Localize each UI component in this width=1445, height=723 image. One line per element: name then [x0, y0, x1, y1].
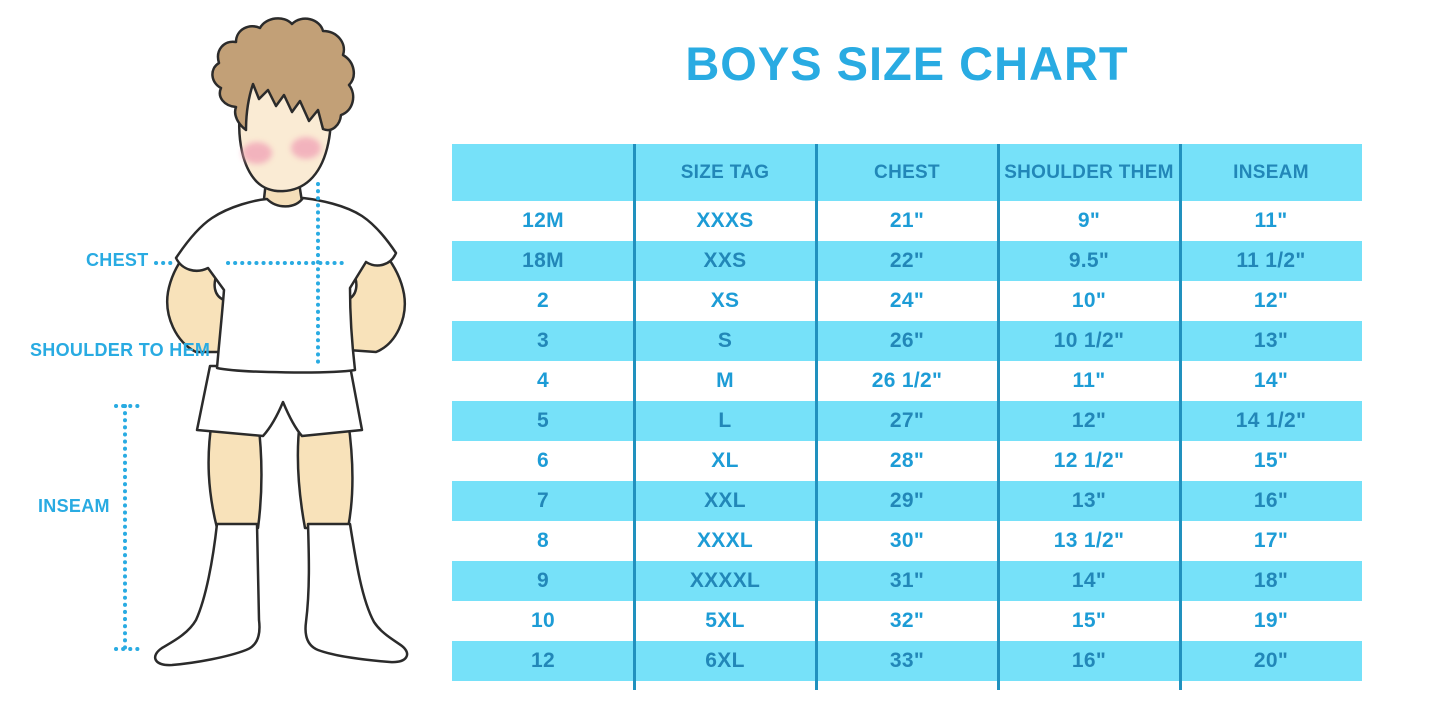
table-cell: 6: [537, 449, 549, 472]
table-cell: 10: [531, 609, 555, 632]
boy-blush-right: [291, 137, 321, 159]
table-cell: 12M: [522, 209, 564, 232]
table-row: 6 XL 28" 12 1/2" 15": [452, 441, 1362, 481]
table-cell: 13 1/2": [1053, 529, 1125, 552]
table-cell: 18": [1253, 569, 1289, 592]
table-cell: 26 1/2": [871, 369, 943, 392]
table-row: 12 6XL 33" 16" 20": [452, 641, 1362, 681]
boy-sock-left: [153, 522, 261, 667]
table-cell: 15": [1071, 609, 1107, 632]
header-cell: CHEST: [874, 161, 940, 183]
table-cell: 28": [889, 449, 925, 472]
table-cell: 22": [889, 249, 925, 272]
table-cell: 5XL: [705, 609, 745, 632]
table-cell: 12: [531, 649, 555, 672]
table-cell: 2: [537, 289, 549, 312]
header-cell: INSEAM: [1233, 161, 1309, 183]
table-cell: 14 1/2": [1235, 409, 1307, 432]
table-row: 10 5XL 32" 15" 19": [452, 601, 1362, 641]
table-cell: 4: [537, 369, 549, 392]
table-cell: 12": [1253, 289, 1289, 312]
table-row: 9 XXXXL 31" 14" 18": [452, 561, 1362, 601]
table-cell: M: [716, 369, 734, 392]
table-cell: XXXS: [696, 209, 754, 232]
chest-label: CHEST: [86, 250, 149, 270]
table-cell: 24": [889, 289, 925, 312]
table-cell: 16": [1071, 649, 1107, 672]
table-cell: 15": [1253, 449, 1289, 472]
header-cell: SIZE TAG: [680, 161, 770, 183]
table-cell: 11 1/2": [1236, 249, 1306, 272]
table-row: 5 L 27" 12" 14 1/2": [452, 401, 1362, 441]
table-cell: XXXL: [696, 529, 754, 552]
table-row: 7 XXL 29" 13" 16": [452, 481, 1362, 521]
column-divider: [997, 144, 1000, 690]
table-cell: 27": [889, 409, 925, 432]
column-divider: [1179, 144, 1182, 690]
column-divider: [633, 144, 636, 690]
table-cell: XXS: [703, 249, 747, 272]
table-cell: 10": [1071, 289, 1107, 312]
table-cell: XL: [711, 449, 739, 472]
table-cell: 9": [1077, 209, 1101, 232]
table-row: 4 M 26 1/2" 11" 14": [452, 361, 1362, 401]
table-cell: 6XL: [705, 649, 745, 672]
table-cell: 18M: [522, 249, 564, 272]
table-cell: 13": [1253, 329, 1289, 352]
inseam-label: INSEAM: [38, 496, 110, 516]
table-cell: 5: [537, 409, 549, 432]
size-table: SIZE TAG CHEST SHOULDER THEM INSEAM 12M XXXS…: [452, 144, 1362, 681]
table-cell: 16": [1253, 489, 1289, 512]
table-cell: 9: [537, 569, 549, 592]
boy-shirt: [174, 196, 398, 374]
table-cell: 30": [889, 529, 925, 552]
table-cell: 14": [1253, 369, 1289, 392]
header-cell: SHOULDER THEM: [1004, 161, 1174, 183]
table-cell: 32": [889, 609, 925, 632]
table-cell: 31": [889, 569, 925, 592]
table-cell: S: [717, 329, 733, 352]
table-cell: 3: [537, 329, 549, 352]
table-row: 3 S 26" 10 1/2" 13": [452, 321, 1362, 361]
table-cell: XXL: [704, 489, 746, 512]
table-cell: 13": [1071, 489, 1107, 512]
table-cell: 20": [1253, 649, 1289, 672]
table-cell: 11": [1072, 369, 1106, 392]
table-cell: 19": [1253, 609, 1289, 632]
table-cell: 14": [1071, 569, 1107, 592]
shoulder-to-hem-label: SHOULDER TO HEM: [30, 340, 211, 360]
column-divider: [815, 144, 818, 690]
table-cell: L: [718, 409, 732, 432]
boy-illustration: [114, 17, 409, 667]
table-cell: 12 1/2": [1053, 449, 1125, 472]
table-cell: 10 1/2": [1053, 329, 1125, 352]
table-cell: 12": [1071, 409, 1107, 432]
table-header-row: SIZE TAG CHEST SHOULDER THEM INSEAM: [452, 144, 1362, 201]
table-cell: 21": [889, 209, 925, 232]
table-cell: 7: [537, 489, 549, 512]
boy-blush-left: [242, 142, 272, 164]
table-row: 18M XXS 22" 9.5" 11 1/2": [452, 241, 1362, 281]
table-cell: XS: [710, 289, 740, 312]
table-cell: 8: [537, 529, 549, 552]
table-row: 8 XXXL 30" 13 1/2" 17": [452, 521, 1362, 561]
table-cell: 33": [889, 649, 925, 672]
size-table-body: 12M XXXS 21" 9" 11" 18M XXS 22" 9.5" 11 1/2" 2 XS 24…: [452, 201, 1362, 681]
table-cell: 9.5": [1068, 249, 1110, 272]
boy-sock-right: [304, 522, 409, 664]
page-title: BOYS SIZE CHART: [685, 37, 1129, 90]
table-cell: 29": [889, 489, 925, 512]
table-row: 12M XXXS 21" 9" 11": [452, 201, 1362, 241]
boy-hair: [211, 17, 356, 132]
boy-shorts: [195, 364, 364, 438]
table-cell: 17": [1253, 529, 1289, 552]
table-row: 2 XS 24" 10" 12": [452, 281, 1362, 321]
table-cell: 11": [1254, 209, 1288, 232]
table-cell: XXXXL: [689, 569, 761, 592]
table-cell: 26": [889, 329, 925, 352]
